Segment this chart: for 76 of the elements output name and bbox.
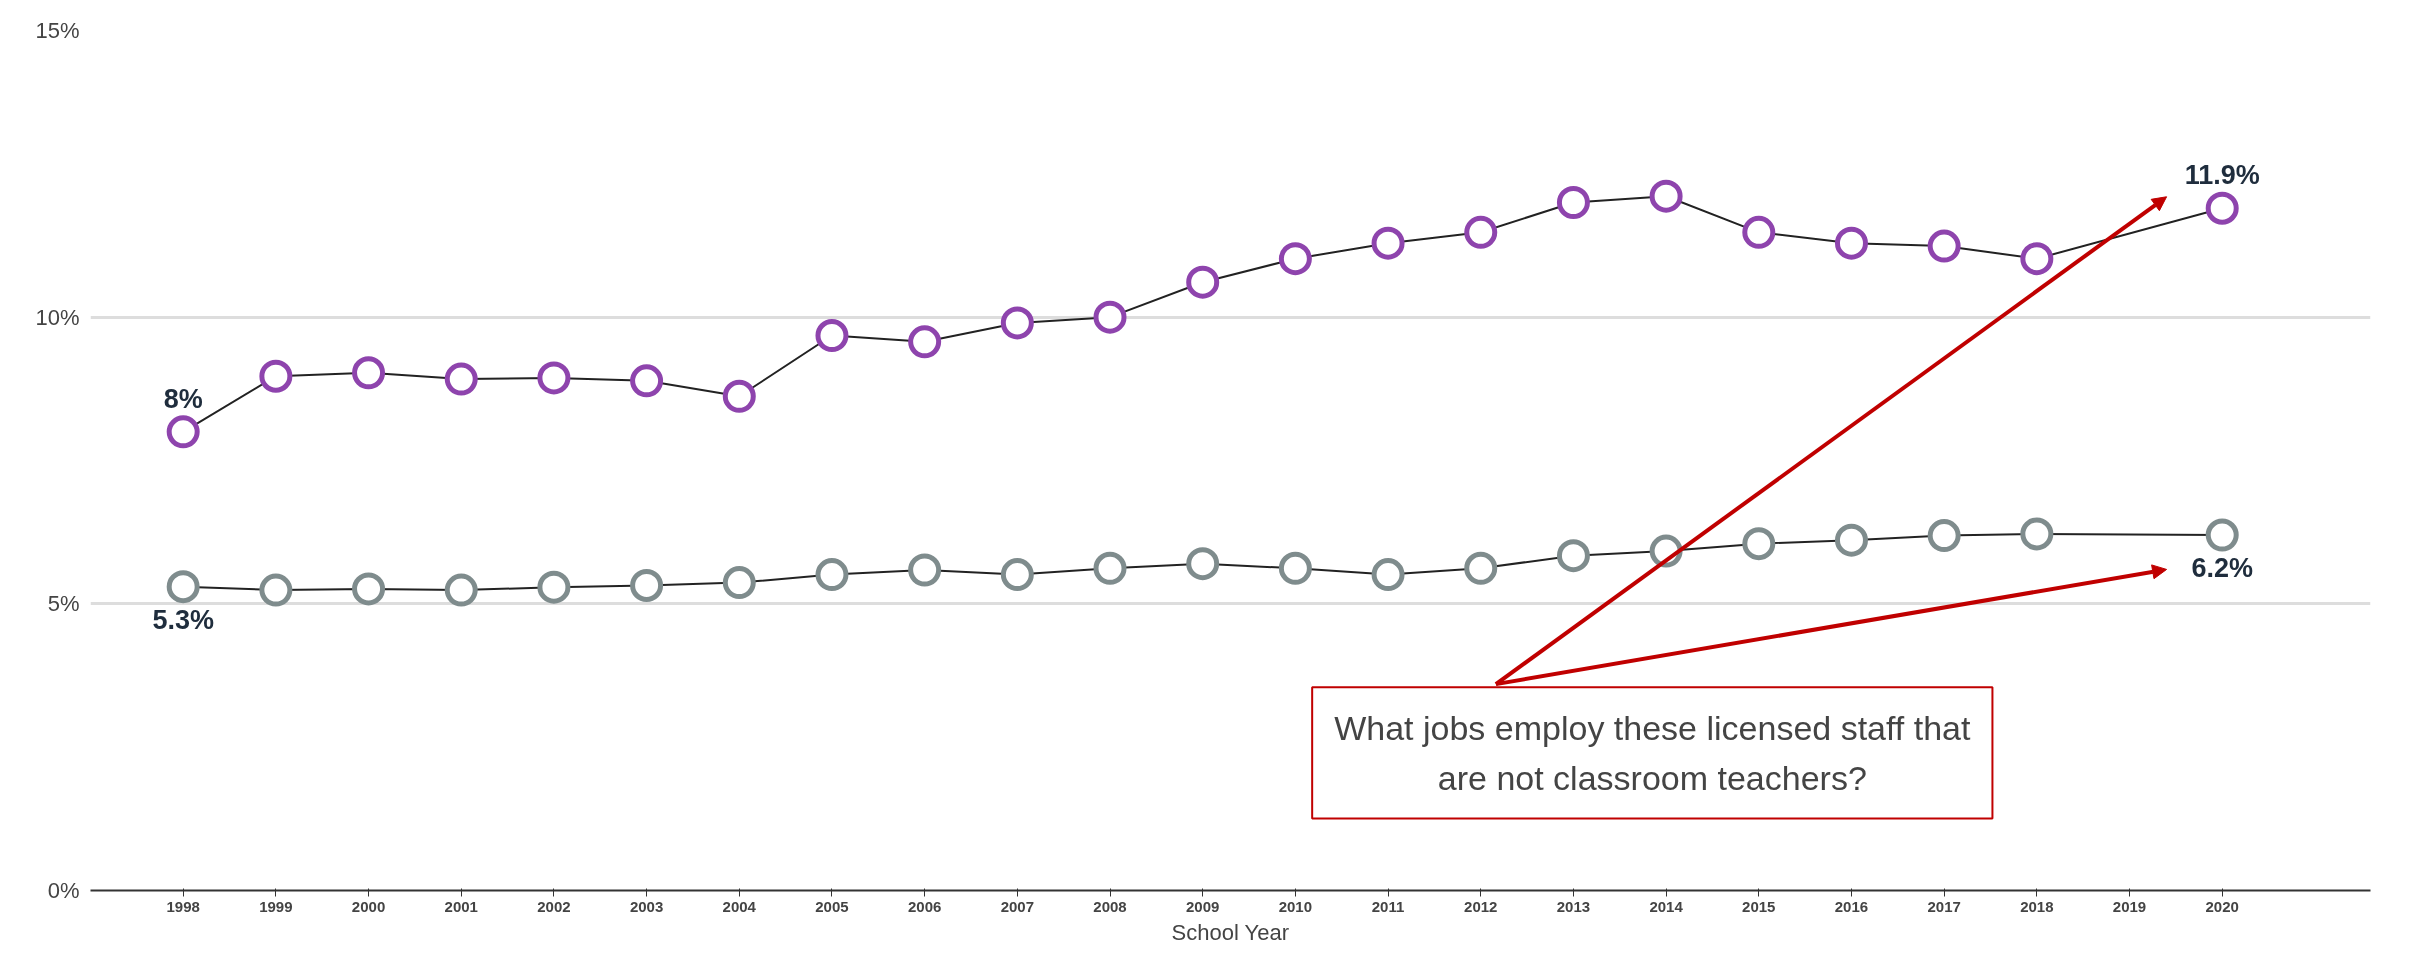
x-tick-label: 2018 [2020, 897, 2054, 915]
point [537, 361, 571, 395]
x-tick-label: 2017 [1927, 897, 1961, 915]
y-tick-label: 0% [47, 878, 80, 903]
point [1556, 539, 1590, 573]
point [1742, 215, 1776, 249]
point [1278, 242, 1312, 276]
x-tick-label: 2009 [1186, 897, 1220, 915]
x-tick-label: 2016 [1834, 897, 1869, 915]
point [1927, 229, 1961, 263]
point [1000, 306, 1034, 340]
point [1834, 226, 1868, 260]
point [908, 553, 942, 587]
point [815, 558, 849, 592]
x-tick-label: 2020 [2205, 897, 2239, 915]
x-tick-label: 2005 [815, 897, 849, 915]
point [352, 572, 386, 606]
point [1371, 558, 1405, 592]
x-tick-label: 2000 [351, 897, 386, 915]
x-axis-title: School Year [1171, 919, 1290, 945]
x-tick-label: 1999 [259, 897, 293, 915]
point [2020, 242, 2054, 276]
point [1742, 527, 1776, 561]
point [815, 319, 849, 352]
point [1186, 265, 1220, 299]
point [259, 573, 293, 607]
point [537, 570, 571, 604]
point [259, 359, 293, 393]
point [352, 356, 386, 390]
point [1464, 215, 1498, 249]
x-tick-label: 2002 [537, 897, 571, 915]
x-tick-label: 2015 [1742, 897, 1776, 915]
x-tick-label: 2008 [1093, 897, 1127, 915]
point [1834, 523, 1868, 557]
data-label: 5.3% [152, 604, 214, 635]
point [630, 364, 664, 398]
x-tick-label: 2011 [1371, 897, 1405, 915]
x-tick-label: 2013 [1556, 897, 1591, 915]
x-tick-label: 2007 [1000, 897, 1035, 915]
point [1649, 179, 1683, 213]
point [908, 325, 942, 359]
x-tick-label: 2006 [907, 897, 942, 915]
point [444, 573, 478, 607]
point [166, 415, 200, 449]
data-label: 8% [163, 383, 203, 414]
point [1093, 551, 1127, 585]
data-label: 6.2% [2191, 553, 2253, 584]
point [1371, 226, 1405, 260]
point [1186, 547, 1220, 581]
y-tick-label: 15% [35, 18, 80, 43]
x-tick-label: 2004 [722, 897, 757, 915]
point [2205, 191, 2239, 225]
point [1464, 551, 1498, 585]
x-tick-label: 2012 [1464, 897, 1498, 915]
y-tick-label: 5% [47, 591, 80, 617]
point [1278, 551, 1312, 585]
point [630, 569, 664, 602]
point [1927, 519, 1961, 553]
x-tick-label: 2010 [1278, 897, 1313, 915]
point [2205, 518, 2239, 552]
x-tick-label: 1998 [166, 897, 200, 915]
x-tick-label: 2003 [629, 897, 664, 915]
point [1556, 186, 1590, 219]
point [1093, 300, 1127, 334]
annotation: What jobs employ these licensed staff that are not classroom teachers? [1334, 709, 1971, 797]
point [722, 379, 756, 413]
point [444, 362, 478, 396]
x-tick-label: 2014 [1649, 897, 1684, 915]
point [166, 570, 200, 604]
y-tick-label: 10% [35, 304, 80, 330]
x-tick-label: 2019 [2112, 897, 2147, 915]
point [1000, 558, 1034, 592]
data-label: 11.9% [2184, 160, 2260, 191]
point [2020, 517, 2054, 551]
point [722, 566, 756, 600]
x-tick-label: 2001 [444, 897, 478, 915]
